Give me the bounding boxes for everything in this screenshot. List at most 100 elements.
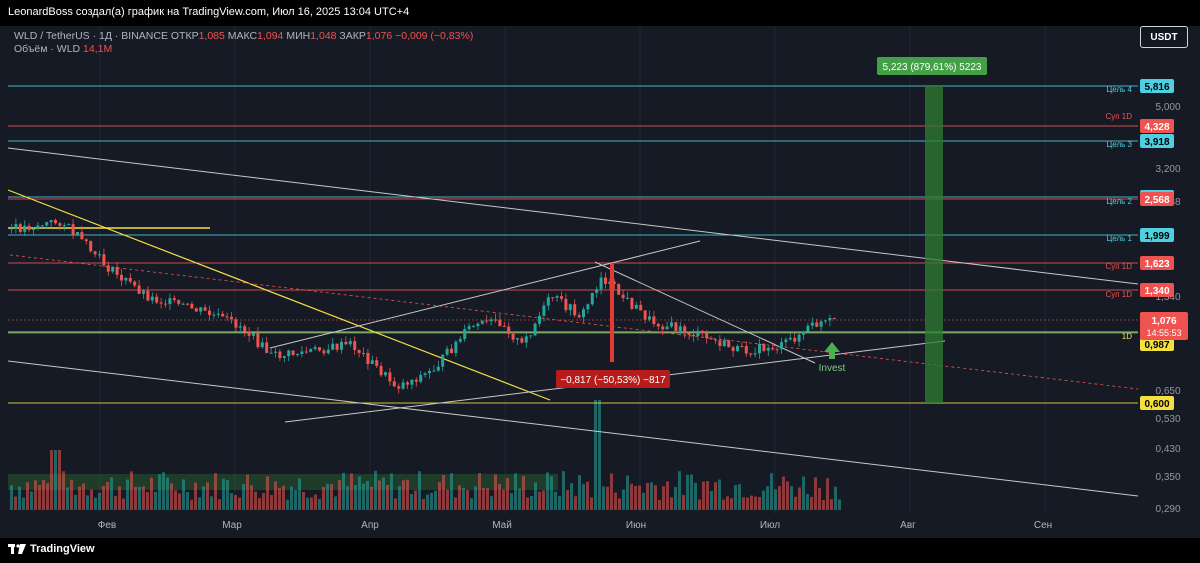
candle-body (766, 347, 770, 351)
price-label-bg (1140, 337, 1174, 351)
candle-body (476, 323, 480, 327)
volume-bar (438, 482, 441, 510)
candle-body (397, 386, 401, 389)
candle-body (296, 353, 299, 355)
candle-body (599, 277, 603, 290)
candle-body (76, 232, 79, 236)
volume-bar (798, 487, 801, 510)
volume-bar (710, 491, 713, 510)
candle-body (234, 319, 238, 328)
volume-bar (54, 450, 57, 510)
volume-bar (566, 489, 569, 510)
volume-bar (790, 486, 793, 510)
volume-bar (390, 473, 393, 510)
candle-body (582, 309, 585, 318)
volume-bar (670, 497, 673, 510)
candle-body (252, 333, 255, 336)
candle-body (243, 326, 247, 332)
volume-bar (666, 481, 669, 510)
volume-bar (658, 499, 661, 510)
candle-body (388, 372, 392, 382)
volume-bar (806, 493, 809, 510)
candle-body (604, 277, 607, 284)
volume-bar (682, 494, 685, 510)
candle-body (419, 374, 423, 382)
price-chart[interactable]: Цель 4 Суп 1D Цель 3 Цель 2 Цель 1 Суп 1D Суп … (0, 26, 1200, 538)
candle-body (278, 351, 282, 358)
candle-body (810, 322, 814, 326)
candle-body (40, 225, 44, 227)
price-label-bg (1140, 396, 1174, 410)
volume-bar (62, 471, 65, 510)
candle-body (406, 382, 409, 385)
legend-volume-label: Объём · WLD (14, 43, 81, 55)
candle-body (194, 308, 198, 312)
candle-body (758, 343, 761, 354)
candle-body (727, 340, 731, 348)
candle-body (331, 343, 335, 350)
price-label-bg (1140, 256, 1174, 270)
trend-line (594, 261, 816, 364)
projection-label-bg (877, 57, 987, 75)
candle-body (665, 326, 669, 330)
candle-body (45, 222, 49, 226)
volume-bar (538, 491, 541, 510)
time-axis: Фев Мар Апр Май Июн Июл Авг Сен (98, 520, 1052, 531)
tradingview-logo[interactable]: TradingView (8, 543, 95, 555)
volume-bar (382, 477, 385, 510)
candle-body (542, 305, 546, 316)
volume-bar (278, 487, 281, 510)
y-tick-label: 0,530 (1155, 414, 1180, 425)
volume-bar (606, 486, 609, 510)
volume-bar (482, 487, 485, 510)
volume-bar (554, 491, 557, 510)
candle-body (560, 296, 563, 299)
candle-body (784, 339, 788, 343)
volume-bar (814, 477, 817, 510)
candle-body (177, 300, 181, 304)
volume-bar (590, 497, 593, 510)
currency-button[interactable]: USDT (1140, 26, 1188, 48)
candle-body (133, 281, 137, 286)
candle-body (744, 346, 748, 354)
candle-body (238, 326, 242, 328)
volume-bar (346, 486, 349, 510)
volume-bar (74, 494, 77, 510)
candle-body (106, 265, 110, 272)
candle-body (287, 350, 291, 357)
invest-label: Invest (819, 363, 846, 374)
level-label: Суп 1D (1105, 290, 1132, 299)
volume-bar (634, 486, 637, 510)
candle-body (590, 292, 594, 305)
level-label: Цель 3 (1106, 140, 1132, 149)
volume-bar (302, 491, 305, 510)
price-axis: 0,290 0,350 0,430 0,530 0,650 1,340 2,568 3,200… (1138, 48, 1200, 515)
candle-body (322, 350, 326, 354)
candle-body (546, 297, 550, 306)
candle-body (58, 223, 62, 226)
volume-bar (202, 486, 205, 510)
volume-bar (282, 485, 285, 510)
candle-body (692, 334, 695, 336)
volume-bar (34, 480, 37, 510)
x-tick-label: Июл (760, 520, 780, 531)
volume-bar (610, 473, 613, 510)
volume-bar (286, 499, 289, 510)
volume-bar (222, 478, 225, 510)
volume-bar (422, 498, 425, 510)
candle-body (49, 220, 53, 223)
candle-body (674, 322, 678, 331)
volume-bar (718, 479, 721, 510)
candle-body (480, 320, 484, 324)
volume-bar (650, 482, 653, 510)
candle-body (414, 379, 418, 382)
candle-body (27, 225, 31, 230)
candle-body (67, 224, 71, 226)
candle-body (80, 232, 84, 240)
volume-bar (746, 497, 749, 510)
legend-close: 1,076 (365, 30, 393, 42)
volume-bar (338, 480, 341, 510)
volume-bar (318, 499, 321, 510)
candle-body (260, 342, 264, 348)
volume-bar (274, 481, 277, 510)
